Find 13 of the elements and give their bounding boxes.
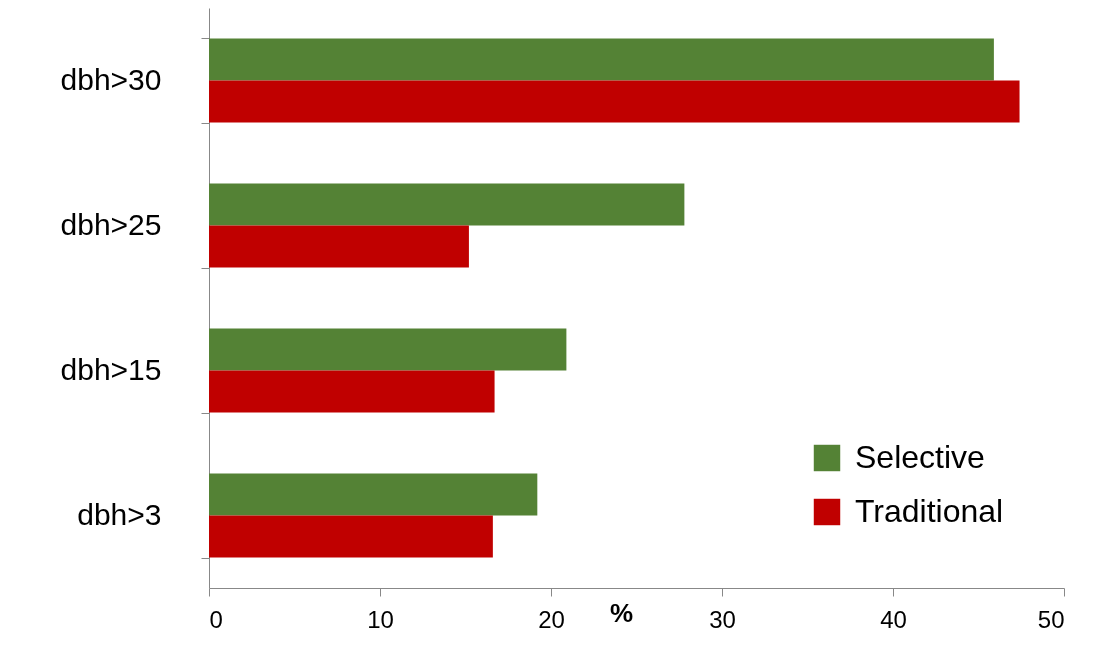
x-tick-label: 10 [367,605,394,633]
x-axis-title: % [609,597,634,628]
x-tick-label: 40 [880,605,907,633]
y-tick-label: dbh>3 [77,498,162,531]
legend-label: Traditional [855,493,1004,529]
y-tick-label: dbh>25 [60,208,162,241]
y-tick-label: dbh>15 [60,353,162,386]
x-tick-label: 50 [1037,605,1065,633]
legend-label: Selective [855,439,985,475]
x-tick-label: 30 [709,605,736,633]
x-tick-label: 0 [209,605,223,633]
y-tick-label: dbh>30 [60,63,162,96]
x-tick-label: 20 [538,605,565,633]
